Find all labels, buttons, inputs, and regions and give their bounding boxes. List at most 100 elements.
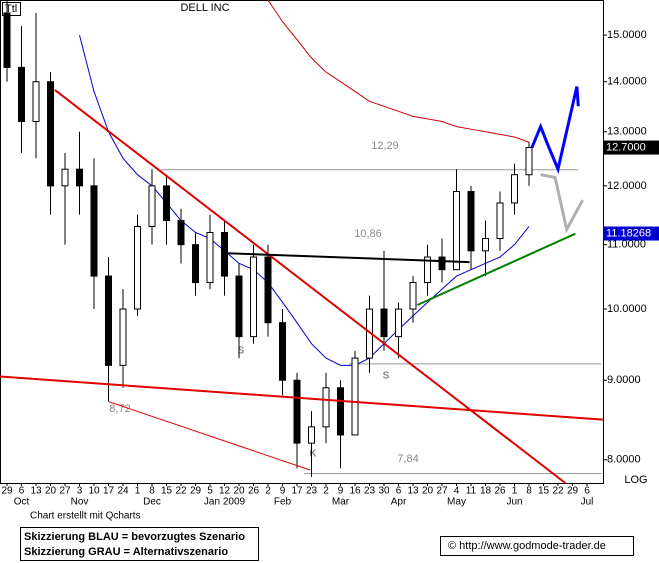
symbol: Ttl: [5, 3, 17, 15]
x-tick-label: 6: [396, 486, 402, 497]
price-box: [603, 226, 659, 241]
x-tick-label: 8: [149, 486, 155, 497]
price-box-label: 11.18268: [606, 227, 651, 239]
y-tick-label: 12.0000: [607, 180, 647, 192]
x-tick-label: 20: [233, 486, 245, 497]
trendline: [416, 232, 576, 306]
month-label: Apr: [391, 497, 407, 508]
y-tick-label: 15.0000: [607, 29, 647, 41]
price-box: [603, 140, 659, 155]
x-tick-label: 6: [19, 486, 25, 497]
x-tick-label: 1: [135, 486, 141, 497]
x-tick-label: 2: [323, 486, 329, 497]
x-tick-label: 1: [512, 486, 518, 497]
x-tick-label: 15: [538, 486, 550, 497]
candle-body: [119, 308, 127, 366]
candle-body: [192, 244, 199, 284]
candle-body: [235, 275, 243, 338]
x-tick-label: 18: [480, 486, 492, 497]
note-box: [20, 527, 259, 561]
candle-body: [308, 426, 315, 444]
pattern-label: S: [383, 371, 390, 382]
candle-body: [105, 275, 112, 366]
y-tick-label: 14.0000: [607, 76, 647, 88]
level-label: 12,29: [371, 140, 399, 152]
month-label: Jul: [581, 497, 594, 508]
candle-body: [337, 387, 344, 436]
month-label: Jan 2009: [204, 497, 246, 508]
month-label: Dec: [143, 497, 161, 508]
pattern-label: S: [238, 346, 245, 357]
x-tick-label: 10: [88, 486, 100, 497]
scale-note: LOG: [624, 474, 647, 486]
candle-body: [395, 308, 402, 338]
candle-body: [90, 185, 98, 277]
level-label: 10,86: [354, 228, 382, 240]
candle-body: [351, 357, 359, 436]
month-label: May: [447, 497, 466, 508]
candle-body: [453, 191, 460, 271]
candle-body: [293, 379, 301, 444]
x-tick-label: 24: [117, 486, 129, 497]
candle-body: [177, 220, 185, 246]
candle-body: [380, 308, 388, 338]
month-label: Nov: [71, 497, 89, 508]
candle-body: [32, 81, 40, 122]
x-tick-label: 13: [407, 486, 419, 497]
x-tick-label: 9: [338, 486, 344, 497]
trendline: [530, 86, 580, 175]
candle-body: [134, 225, 141, 310]
candle-body: [279, 322, 286, 381]
x-tick-label: 17: [291, 486, 303, 497]
x-tick-label: 20: [45, 486, 57, 497]
x-tick-label: 29: [567, 486, 579, 497]
y-tick-label: 13.0000: [607, 126, 647, 138]
x-tick-label: 16: [349, 486, 361, 497]
candle-body: [47, 81, 54, 187]
candle-body: [496, 202, 504, 240]
trendline: [108, 401, 311, 471]
x-tick-label: 17: [103, 486, 115, 497]
level-label: 8,72: [109, 403, 130, 415]
candle-body: [148, 185, 156, 227]
moving-average: [267, 0, 530, 143]
x-tick-label: 12: [219, 486, 231, 497]
candle-body: [221, 231, 228, 277]
x-tick-label: 23: [306, 486, 318, 497]
copyright: © http://www.godmode-trader.de: [448, 540, 606, 552]
x-tick-label: 29: [190, 486, 202, 497]
month-label: Mar: [332, 497, 350, 508]
y-tick-label: 11.0000: [607, 239, 646, 251]
month-label: Jun: [506, 497, 522, 508]
credit: Chart erstellt mit Qcharts: [30, 511, 141, 522]
x-tick-label: 3: [77, 486, 83, 497]
y-tick-label: 8.0000: [607, 454, 641, 466]
x-tick-label: 13: [30, 486, 42, 497]
candle-body: [424, 256, 431, 284]
x-tick-label: 30: [378, 486, 390, 497]
x-tick-label: 23: [364, 486, 376, 497]
level-label: 7,84: [397, 453, 418, 465]
x-tick-label: 26: [494, 486, 506, 497]
trendline: [540, 173, 584, 234]
price-box-label: 12.7000: [606, 141, 646, 153]
x-tick-label: 27: [59, 486, 71, 497]
candle-body: [61, 168, 69, 187]
x-tick-label: 15: [161, 486, 173, 497]
candle-body: [438, 256, 446, 271]
candle-body: [250, 256, 257, 338]
candle-body: [264, 256, 272, 324]
plot-frame: [0, 0, 604, 484]
candle-body: [18, 66, 25, 122]
x-tick-label: 20: [422, 486, 434, 497]
chart-title: DELL INC: [180, 2, 229, 14]
trendline: [227, 252, 470, 264]
x-tick-label: 29: [1, 486, 13, 497]
x-tick-label: 26: [248, 486, 260, 497]
trendline: [0, 375, 604, 421]
x-tick-label: 22: [175, 486, 187, 497]
x-tick-label: 6: [584, 486, 590, 497]
copyright-box: [440, 536, 634, 556]
x-tick-label: 4: [454, 486, 460, 497]
candle-body: [206, 231, 214, 284]
